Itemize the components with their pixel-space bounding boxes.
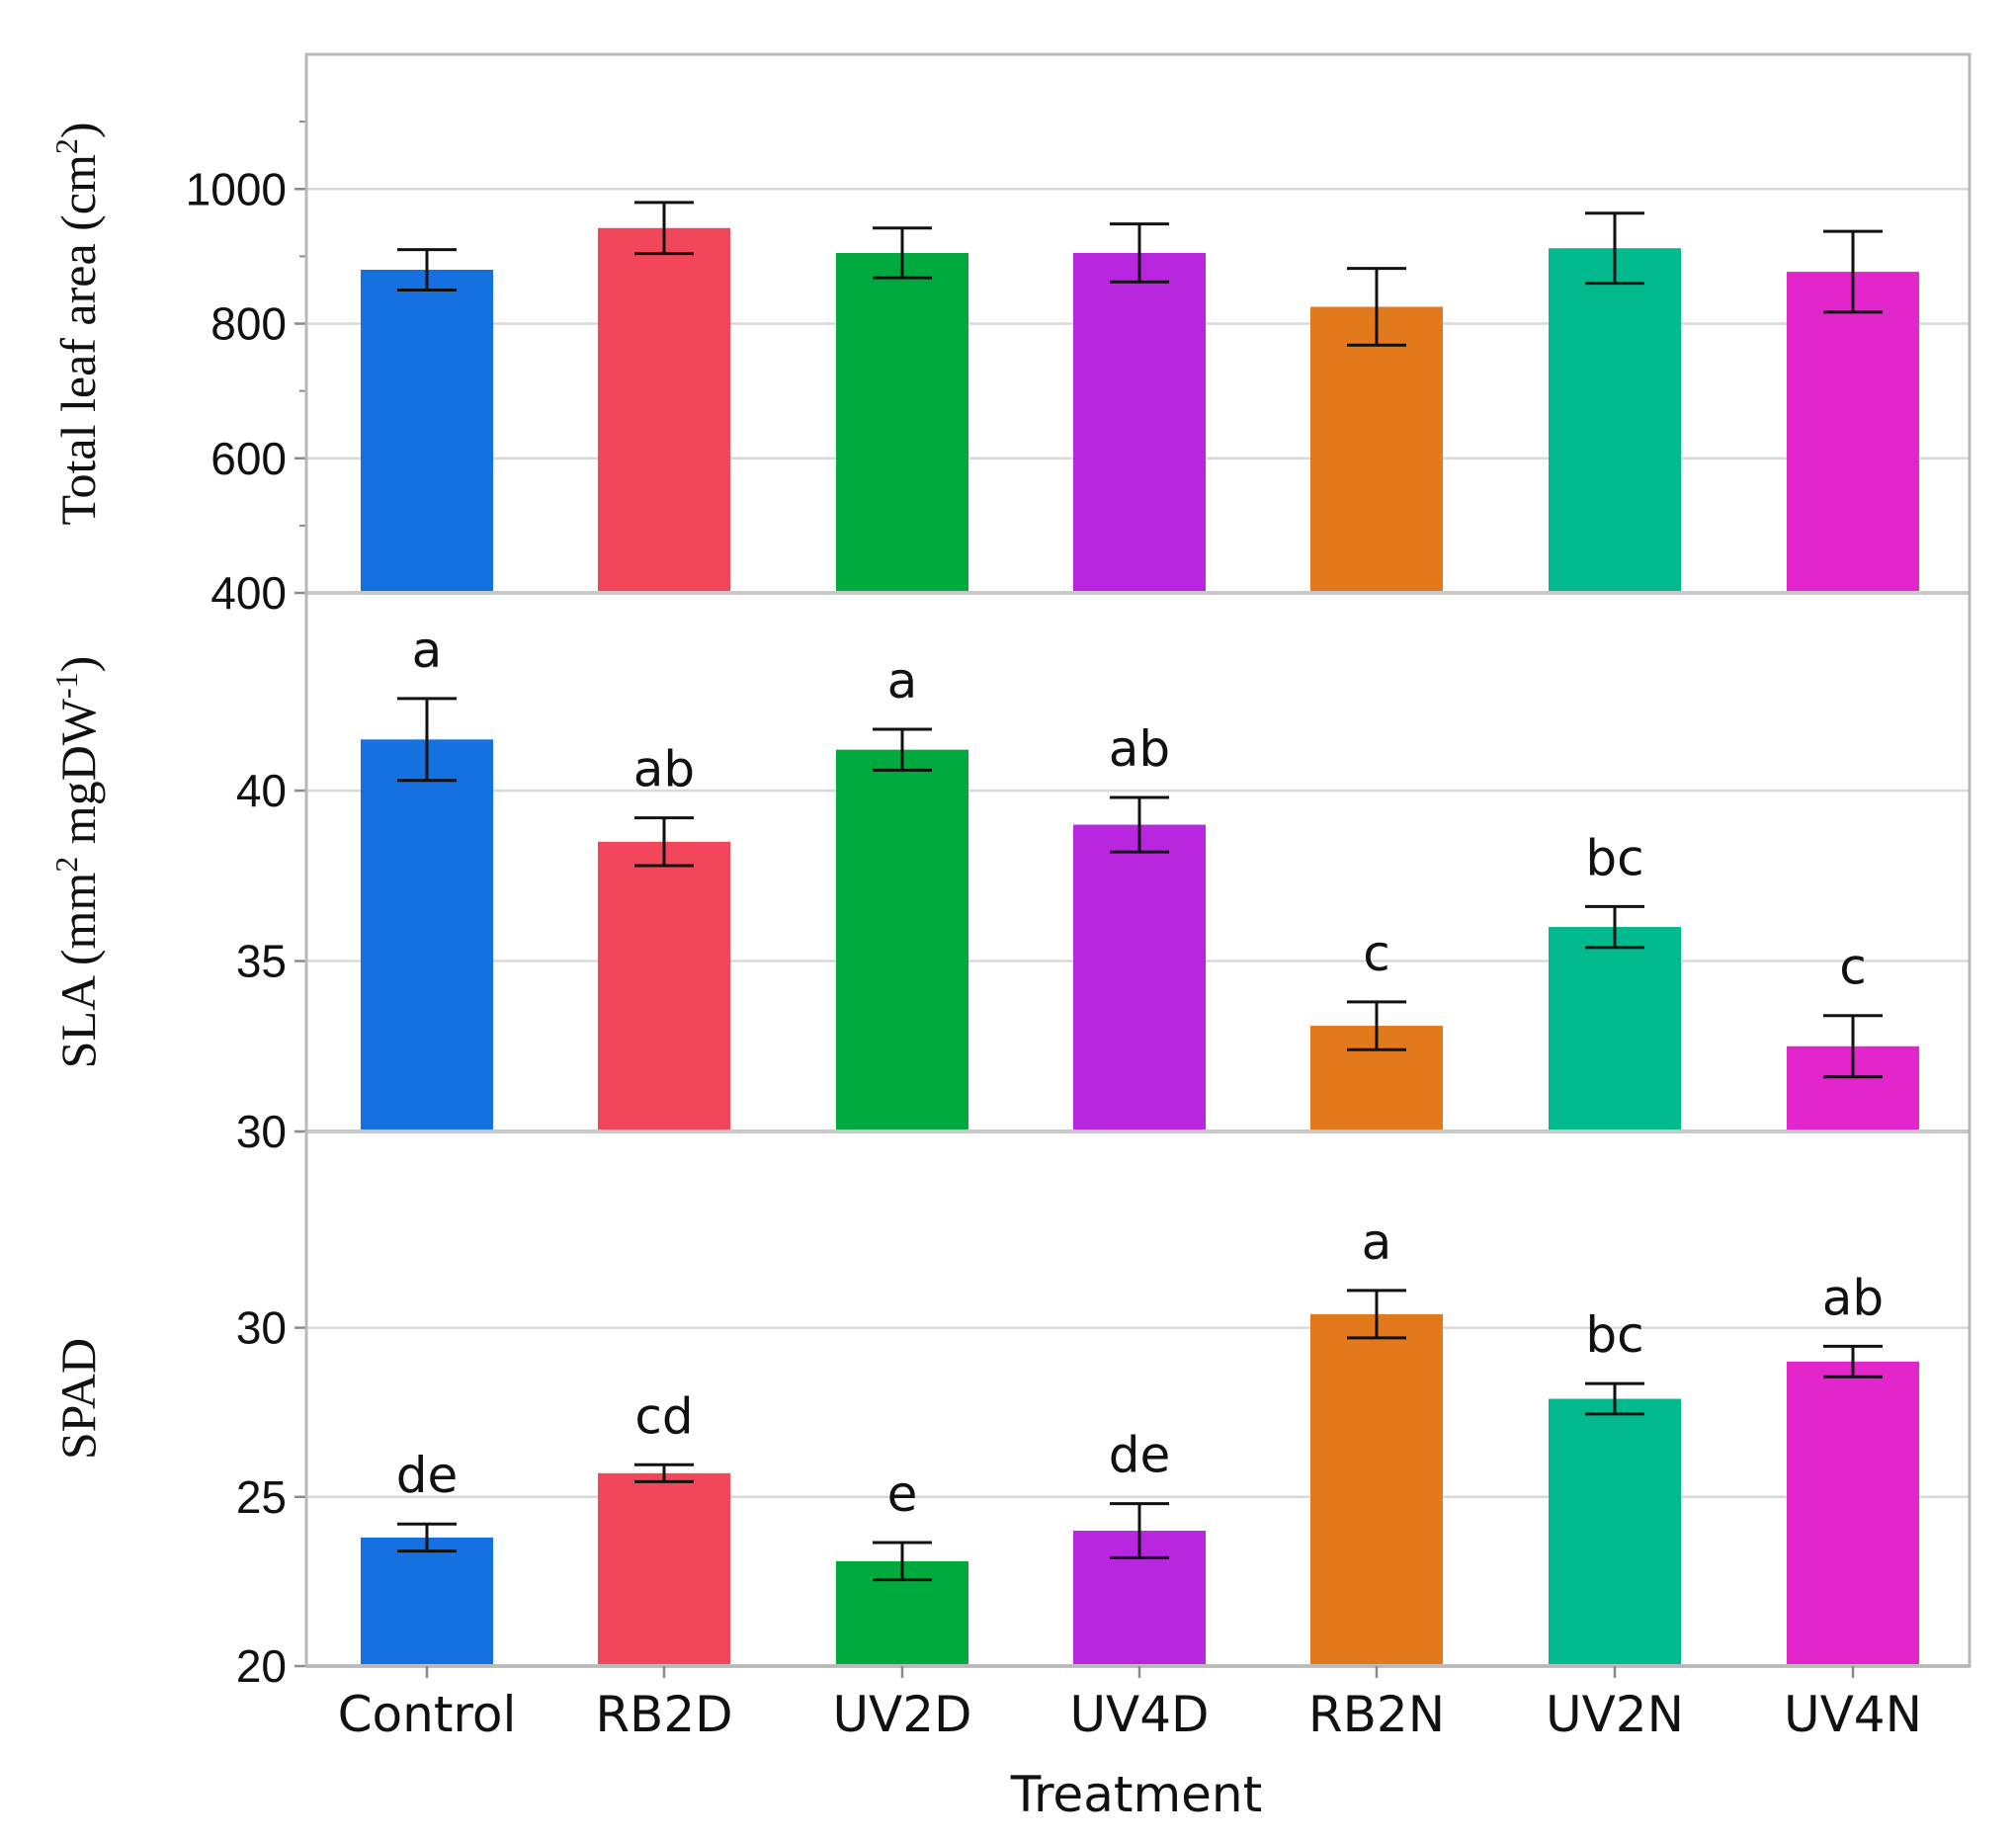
error-bar bbox=[873, 226, 932, 280]
significance-letter: a bbox=[1362, 1213, 1392, 1271]
significance-letter: de bbox=[396, 1447, 459, 1504]
significance-letter: a bbox=[887, 652, 918, 710]
error-bar bbox=[634, 816, 694, 868]
x-tick-label-uv4n: UV4N bbox=[1784, 1686, 1922, 1743]
significance-letter: ab bbox=[633, 741, 695, 798]
bar-uv2n bbox=[1549, 248, 1681, 593]
error-bar bbox=[397, 248, 457, 292]
x-axis-label: Treatment bbox=[1010, 1766, 1262, 1823]
panel-3: 20 25 30 de cd e de a bc ab SPAD bbox=[50, 1213, 1970, 1692]
y-axis-label-1: Total leaf area (cm2) bbox=[48, 122, 106, 525]
significance-letter: de bbox=[1109, 1427, 1171, 1484]
error-bar bbox=[1585, 211, 1644, 286]
error-bar bbox=[397, 1522, 457, 1553]
x-tick-label-rb2d: RB2D bbox=[595, 1686, 732, 1743]
error-bar bbox=[1585, 904, 1644, 950]
error-bar bbox=[1823, 1014, 1883, 1079]
x-tick-label-rb2n: RB2N bbox=[1308, 1686, 1445, 1743]
significance-letter: bc bbox=[1585, 1306, 1643, 1364]
y-tick-label: 40 bbox=[236, 765, 287, 816]
error-bar bbox=[1585, 1381, 1644, 1416]
error-bar bbox=[397, 697, 457, 783]
panel-1: 400 600 800 1000 Total leaf area (cm2) bbox=[48, 121, 1970, 619]
panel-2: 30 35 40 a ab a ab c bc c SLA (mm2 mgDW-1) bbox=[48, 622, 1970, 1157]
error-bar bbox=[873, 1541, 932, 1582]
error-bar bbox=[634, 1463, 694, 1483]
x-tick-label-control: Control bbox=[338, 1686, 517, 1743]
x-tick-label-uv2n: UV2N bbox=[1546, 1686, 1684, 1743]
plot-frame bbox=[304, 52, 1972, 1668]
error-bar bbox=[1110, 795, 1169, 854]
bar-uv2n bbox=[1549, 1398, 1681, 1666]
significance-letter: e bbox=[887, 1465, 918, 1523]
bar-rb2d bbox=[598, 841, 730, 1131]
bar-control bbox=[361, 739, 493, 1131]
error-bar bbox=[873, 727, 932, 772]
error-bar bbox=[1347, 1000, 1406, 1051]
bar-uv2d bbox=[836, 749, 968, 1131]
bar-uv2d bbox=[836, 252, 968, 593]
y-axis-label-3: SPAD bbox=[50, 1338, 106, 1460]
x-tick-label-uv4d: UV4D bbox=[1069, 1686, 1209, 1743]
y-axis-label-2: SLA (mm2 mgDW-1) bbox=[48, 656, 106, 1069]
bar-rb2d bbox=[598, 227, 730, 593]
y-tick-label: 600 bbox=[210, 433, 287, 484]
error-bar bbox=[1347, 1289, 1406, 1340]
significance-letter: c bbox=[1839, 939, 1867, 996]
bar-control bbox=[361, 270, 493, 593]
y-tick-label: 20 bbox=[236, 1640, 287, 1692]
bar-rb2d bbox=[598, 1472, 730, 1666]
significance-letter: a bbox=[412, 622, 443, 679]
y-tick-label: 400 bbox=[210, 567, 287, 619]
error-bar bbox=[1347, 267, 1406, 347]
y-tick-label: 25 bbox=[236, 1471, 287, 1523]
bar-control bbox=[361, 1537, 493, 1666]
error-bar bbox=[1823, 229, 1883, 314]
bar-uv2n bbox=[1549, 927, 1681, 1131]
error-bar bbox=[1110, 222, 1169, 284]
bar-rb2n bbox=[1310, 306, 1443, 593]
bar-uv4d bbox=[1073, 252, 1206, 593]
error-bar bbox=[634, 201, 694, 256]
y-tick-label: 30 bbox=[236, 1106, 287, 1157]
y-tick-label: 1000 bbox=[186, 163, 287, 214]
bar-uv4d bbox=[1073, 824, 1206, 1131]
significance-letter: ab bbox=[1109, 720, 1170, 778]
bar-uv4n bbox=[1787, 1361, 1919, 1666]
error-bar bbox=[1110, 1502, 1169, 1559]
error-bar bbox=[1823, 1344, 1883, 1379]
x-tick-label-uv2d: UV2D bbox=[832, 1686, 971, 1743]
y-tick-label: 30 bbox=[236, 1302, 287, 1354]
bar-rb2n bbox=[1310, 1313, 1443, 1666]
y-tick-label: 800 bbox=[210, 298, 287, 350]
significance-letter: bc bbox=[1585, 829, 1643, 886]
y-tick-label: 35 bbox=[236, 936, 287, 987]
significance-letter: c bbox=[1363, 925, 1390, 982]
bar-uv4n bbox=[1787, 272, 1919, 593]
significance-letter: cd bbox=[634, 1387, 693, 1445]
significance-letter: ab bbox=[1822, 1269, 1884, 1326]
